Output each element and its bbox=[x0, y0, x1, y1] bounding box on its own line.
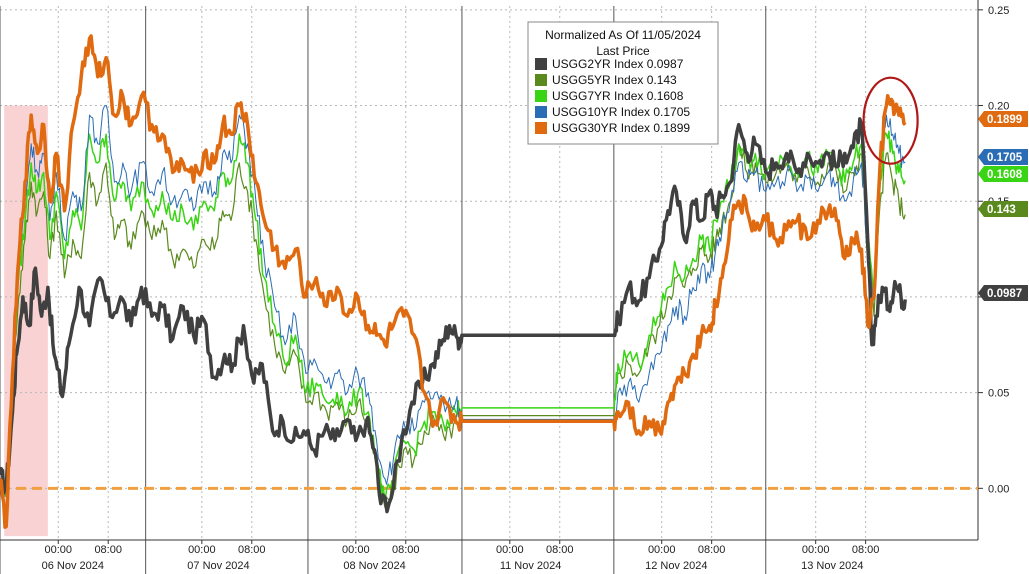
highlight-circle bbox=[862, 76, 919, 165]
series-line-usgg5yr bbox=[0, 143, 906, 509]
legend-swatch bbox=[535, 106, 547, 118]
x-tick-label: 00:00 bbox=[802, 544, 830, 556]
x-tick-label: 08:00 bbox=[238, 544, 266, 556]
last-price-badge-label: 0.1705 bbox=[987, 152, 1023, 164]
highlight-ellipse bbox=[862, 76, 919, 165]
x-tick-label: 08:00 bbox=[852, 544, 880, 556]
x-day-label: 08 Nov 2024 bbox=[343, 560, 405, 572]
x-tick-label: 08:00 bbox=[698, 544, 726, 556]
x-day-label: 13 Nov 2024 bbox=[801, 560, 863, 572]
last-price-badge-label: 0.1608 bbox=[987, 169, 1023, 181]
last-price-badge-label: 0.143 bbox=[987, 204, 1016, 216]
legend-swatch bbox=[535, 74, 547, 86]
legend-entry: USGG10YR Index 0.1705 bbox=[552, 105, 690, 119]
x-tick-label: 08:00 bbox=[546, 544, 574, 556]
legend-entry: USGG30YR Index 0.1899 bbox=[552, 121, 690, 135]
legend-subtitle: Last Price bbox=[596, 44, 650, 58]
x-tick-label: 00:00 bbox=[648, 544, 676, 556]
legend-items: USGG2YR Index 0.0987 USGG5YR Index 0.143 U… bbox=[535, 57, 690, 135]
legend: Normalized As Of 11/05/2024 Last Price U… bbox=[527, 21, 719, 145]
y-tick-label: 0.20 bbox=[988, 101, 1009, 113]
x-day-label: 12 Nov 2024 bbox=[645, 560, 707, 572]
legend-swatch bbox=[535, 90, 547, 102]
x-day-label: 06 Nov 2024 bbox=[42, 560, 104, 572]
y-axis: 0.250.200.150.100.050.00 bbox=[977, 0, 1009, 540]
x-tick-label: 00:00 bbox=[496, 544, 524, 556]
x-tick-label: 08:00 bbox=[392, 544, 420, 556]
series-line-usgg7yr bbox=[0, 130, 906, 505]
last-price-badge bbox=[978, 166, 1028, 182]
series-line-usgg2yr bbox=[0, 117, 907, 514]
legend-entry: USGG2YR Index 0.0987 bbox=[552, 57, 684, 71]
legend-swatch bbox=[535, 58, 547, 70]
legend-entry: USGG7YR Index 0.1608 bbox=[552, 89, 684, 103]
y-tick-label: 0.25 bbox=[988, 5, 1009, 17]
x-day-label: 11 Nov 2024 bbox=[500, 560, 562, 572]
legend-box bbox=[527, 21, 719, 145]
last-price-badge bbox=[978, 285, 1028, 301]
legend-entry: USGG5YR Index 0.143 bbox=[552, 73, 677, 87]
x-axis: 00:00 08:00 00:00 08:00 00:00 08:00 00:00 08:00… bbox=[0, 539, 978, 572]
last-price-badges: 0.1899 0.1705 0.1608 0.143 0.0987 bbox=[978, 111, 1028, 301]
legend-swatch bbox=[535, 122, 547, 134]
last-price-badge-label: 0.1899 bbox=[987, 114, 1022, 126]
x-day-label: 07 Nov 2024 bbox=[187, 560, 249, 572]
last-price-badge-label: 0.0987 bbox=[987, 288, 1022, 300]
legend-title: Normalized As Of 11/05/2024 bbox=[545, 28, 701, 42]
last-price-badge bbox=[978, 201, 1028, 217]
x-tick-label: 08:00 bbox=[94, 544, 122, 556]
series-line-usgg30yr bbox=[0, 34, 907, 529]
x-tick-label: 00:00 bbox=[342, 544, 370, 556]
last-price-badge bbox=[978, 111, 1028, 127]
y-tick-label: 0.00 bbox=[988, 483, 1009, 495]
series-lines bbox=[0, 34, 907, 529]
x-tick-label: 00:00 bbox=[44, 544, 72, 556]
x-tick-label: 00:00 bbox=[188, 544, 216, 556]
y-tick-label: 0.05 bbox=[988, 388, 1009, 400]
series-line-usgg10yr bbox=[0, 105, 906, 496]
last-price-badge bbox=[978, 149, 1028, 165]
